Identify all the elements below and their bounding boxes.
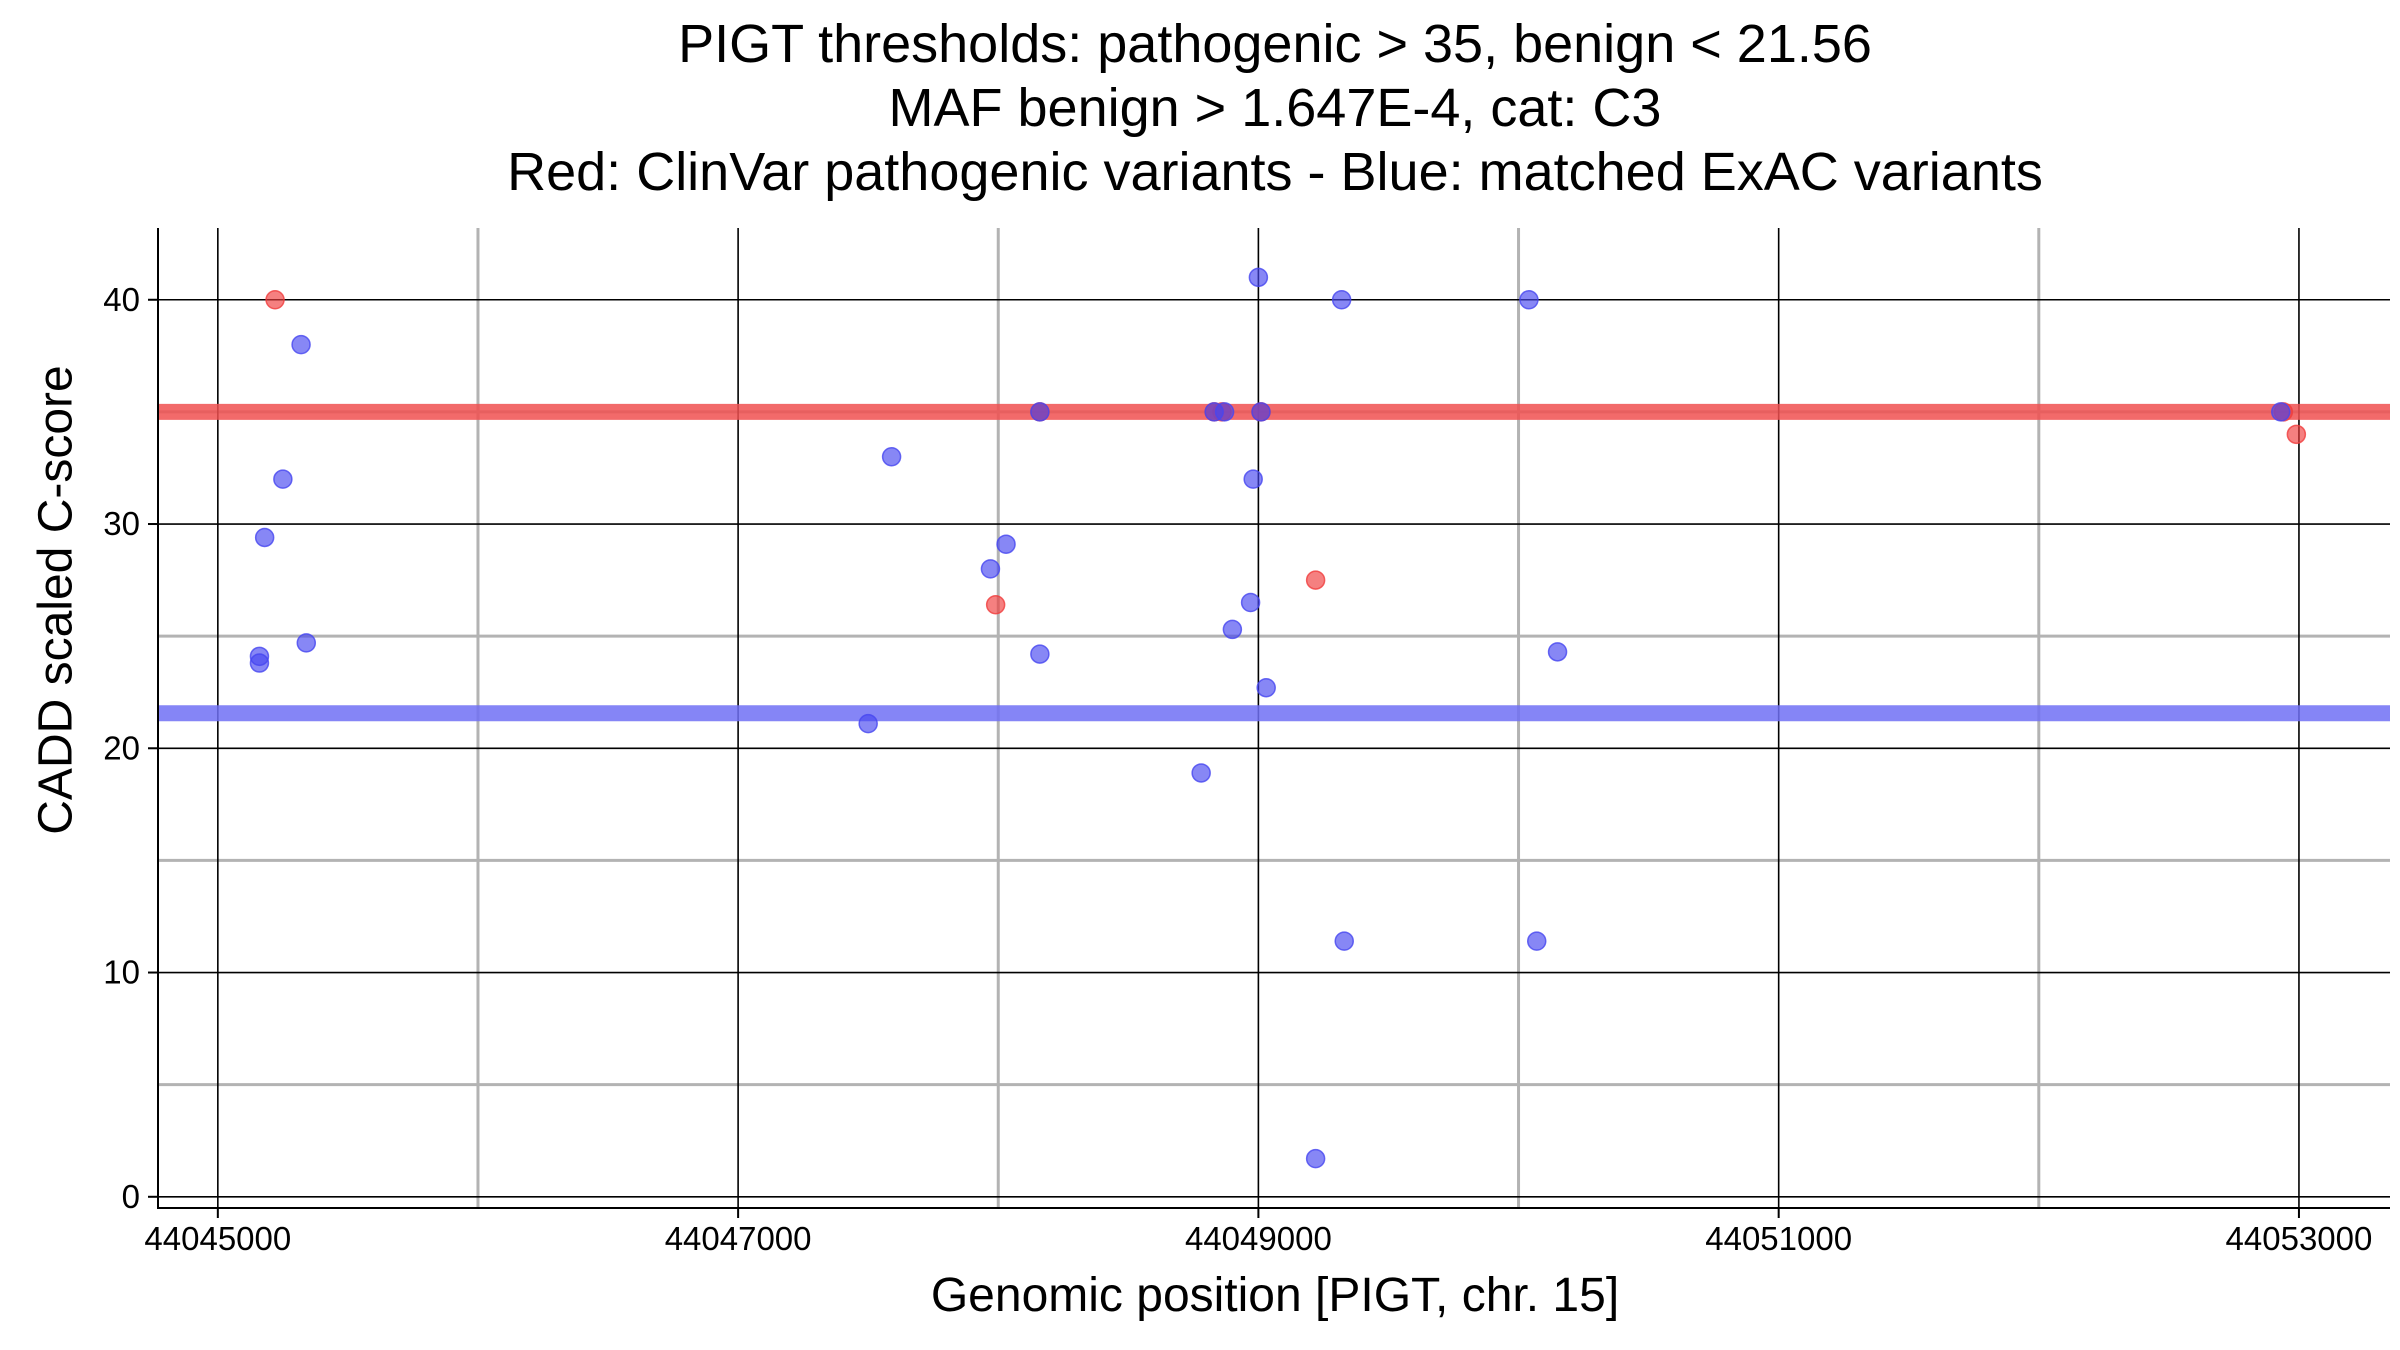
data-point bbox=[1305, 570, 1326, 590]
data-point bbox=[254, 527, 275, 548]
data-point bbox=[1243, 469, 1263, 489]
y-tick-label: 0 bbox=[122, 1178, 140, 1215]
x-tick-label: 44049000 bbox=[1185, 1220, 1332, 1257]
x-tick-label: 44045000 bbox=[144, 1220, 291, 1257]
axes bbox=[157, 228, 2390, 1209]
data-point bbox=[1030, 402, 1050, 422]
chart-title-line-1: PIGT thresholds: pathogenic > 35, benign… bbox=[678, 14, 1872, 74]
data-point bbox=[249, 653, 270, 673]
y-tick-label: 40 bbox=[103, 281, 140, 318]
chart-title-line-2: MAF benign > 1.647E-4, cat: C3 bbox=[888, 78, 1662, 138]
data-point bbox=[1248, 267, 1269, 288]
data-point bbox=[265, 290, 285, 310]
x-axis-title: Genomic position [PIGT, chr. 15] bbox=[930, 1269, 1620, 1322]
data-point bbox=[1191, 763, 1211, 783]
data-point bbox=[291, 334, 311, 355]
y-tick-label: 10 bbox=[103, 954, 140, 991]
y-tick-label: 30 bbox=[103, 505, 140, 542]
data-point bbox=[980, 559, 1001, 579]
chart-title-line-3: Red: ClinVar pathogenic variants - Blue:… bbox=[507, 142, 2043, 202]
data-point bbox=[858, 713, 878, 734]
data-point bbox=[881, 446, 902, 467]
data-point bbox=[1331, 290, 1352, 310]
data-point bbox=[1526, 931, 1547, 951]
data-point bbox=[1547, 642, 1568, 662]
chart-title: PIGT thresholds: pathogenic > 35, benign… bbox=[0, 12, 2400, 204]
threshold-lines bbox=[158, 403, 2390, 722]
data-point bbox=[1030, 644, 1050, 664]
data-point bbox=[1240, 592, 1261, 613]
x-axis-ticks: 44045000 44047000 44049000 44051000 44053000 bbox=[144, 1208, 2372, 1257]
data-point bbox=[1334, 931, 1354, 951]
y-axis-ticks: 0 10 20 30 40 bbox=[103, 281, 158, 1215]
data-point bbox=[1214, 402, 1235, 422]
y-tick-label: 20 bbox=[103, 729, 140, 766]
data-point bbox=[985, 595, 1006, 615]
data-point bbox=[273, 469, 293, 489]
data-point bbox=[2286, 424, 2307, 445]
x-tick-label: 44051000 bbox=[1705, 1220, 1852, 1257]
x-tick-label: 44053000 bbox=[2226, 1220, 2373, 1257]
data-point bbox=[1222, 619, 1243, 640]
data-point bbox=[2270, 402, 2291, 422]
data-point bbox=[1305, 1148, 1326, 1169]
data-point bbox=[1251, 402, 1271, 422]
y-axis-title: CADD scaled C-score bbox=[29, 365, 83, 835]
data-point bbox=[1256, 677, 1276, 698]
x-tick-label: 44047000 bbox=[665, 1220, 812, 1257]
data-points bbox=[249, 267, 2307, 1169]
data-point bbox=[996, 534, 1016, 554]
data-point bbox=[1519, 290, 1539, 310]
data-point bbox=[296, 633, 317, 653]
